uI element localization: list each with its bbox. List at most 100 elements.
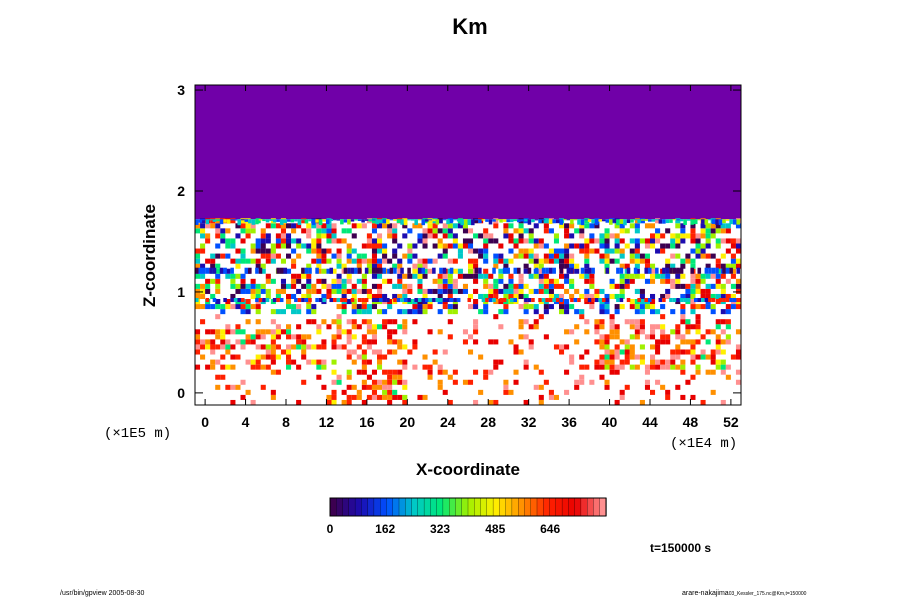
field-cell — [332, 334, 337, 339]
field-cell — [680, 314, 685, 319]
field-cell — [412, 274, 417, 279]
field-cell — [650, 365, 655, 370]
boundary-streak — [407, 219, 411, 220]
field-cell — [230, 243, 235, 248]
boundary-streak — [506, 219, 510, 222]
field-cell — [726, 334, 731, 339]
field-cell — [574, 228, 579, 233]
boundary-streak — [471, 219, 475, 225]
field-cell — [402, 395, 407, 400]
field-cell — [316, 254, 321, 259]
band-streak — [230, 268, 234, 274]
field-cell — [256, 344, 261, 349]
field-cell — [296, 304, 301, 309]
field-cell — [680, 360, 685, 365]
boundary-streak — [464, 219, 468, 224]
field-cell — [610, 319, 615, 324]
field-cell — [458, 289, 463, 294]
field-cell — [382, 243, 387, 248]
field-cell — [311, 289, 316, 294]
field-cell — [559, 349, 564, 354]
colorbar-swatch — [587, 498, 594, 516]
boundary-streak — [598, 219, 602, 221]
field-cell — [210, 329, 215, 334]
field-cell — [443, 279, 448, 284]
field-cell — [615, 355, 620, 360]
mid-streak — [315, 298, 319, 302]
field-cell — [372, 249, 377, 254]
field-cell — [266, 365, 271, 370]
field-cell — [428, 223, 433, 228]
field-cell — [316, 365, 321, 370]
field-cell — [721, 319, 726, 324]
field-cell — [438, 309, 443, 314]
colorbar-swatch — [524, 498, 531, 516]
field-cell — [559, 259, 564, 264]
boundary-streak — [248, 219, 252, 223]
field-cell — [696, 284, 701, 289]
field-cell — [529, 324, 534, 329]
field-cell — [539, 259, 544, 264]
field-cell — [266, 259, 271, 264]
band-streak — [379, 268, 383, 274]
field-cell — [670, 349, 675, 354]
mid-streak — [499, 298, 503, 302]
field-cell — [564, 329, 569, 334]
field-cell — [347, 254, 352, 259]
field-cell — [660, 360, 665, 365]
field-cell — [706, 254, 711, 259]
band-streak — [627, 268, 631, 274]
field-cell — [332, 319, 337, 324]
field-cell — [473, 299, 478, 304]
field-cell — [372, 390, 377, 395]
band-streak — [315, 268, 319, 274]
field-cell — [599, 254, 604, 259]
field-cell — [564, 254, 569, 259]
field-cell — [377, 360, 382, 365]
field-cell — [645, 279, 650, 284]
mid-streak — [489, 298, 493, 302]
field-cell — [423, 274, 428, 279]
field-cell — [438, 329, 443, 334]
field-cell — [316, 279, 321, 284]
field-cell — [620, 339, 625, 344]
field-cell — [347, 279, 352, 284]
mid-streak — [736, 298, 740, 302]
field-cell — [690, 284, 695, 289]
field-cell — [736, 380, 741, 385]
band-streak — [662, 268, 666, 274]
field-cell — [549, 304, 554, 309]
field-cell — [721, 365, 726, 370]
field-cell — [326, 400, 331, 405]
field-cell — [473, 339, 478, 344]
field-cell — [387, 334, 392, 339]
field-cell — [544, 274, 549, 279]
field-cell — [210, 349, 215, 354]
band-streak — [418, 268, 422, 274]
field-cell — [670, 254, 675, 259]
field-cell — [271, 309, 276, 314]
field-cell — [347, 228, 352, 233]
field-cell — [230, 400, 235, 405]
band-streak — [280, 268, 284, 274]
field-cell — [498, 279, 503, 284]
boundary-streak — [673, 219, 677, 220]
field-cell — [610, 284, 615, 289]
mid-streak — [361, 298, 365, 302]
field-cell — [387, 349, 392, 354]
field-cell — [508, 279, 513, 284]
boundary-streak — [662, 219, 666, 223]
field-cell — [397, 339, 402, 344]
field-cell — [640, 274, 645, 279]
boundary-streak — [729, 219, 733, 224]
boundary-streak — [315, 219, 319, 222]
field-cell — [453, 279, 458, 284]
field-cell — [503, 380, 508, 385]
field-cell — [670, 238, 675, 243]
field-cell — [625, 349, 630, 354]
band-streak — [347, 268, 351, 274]
boundary-streak — [404, 219, 408, 225]
field-cell — [342, 228, 347, 233]
field-cell — [382, 249, 387, 254]
boundary-streak — [347, 219, 351, 224]
